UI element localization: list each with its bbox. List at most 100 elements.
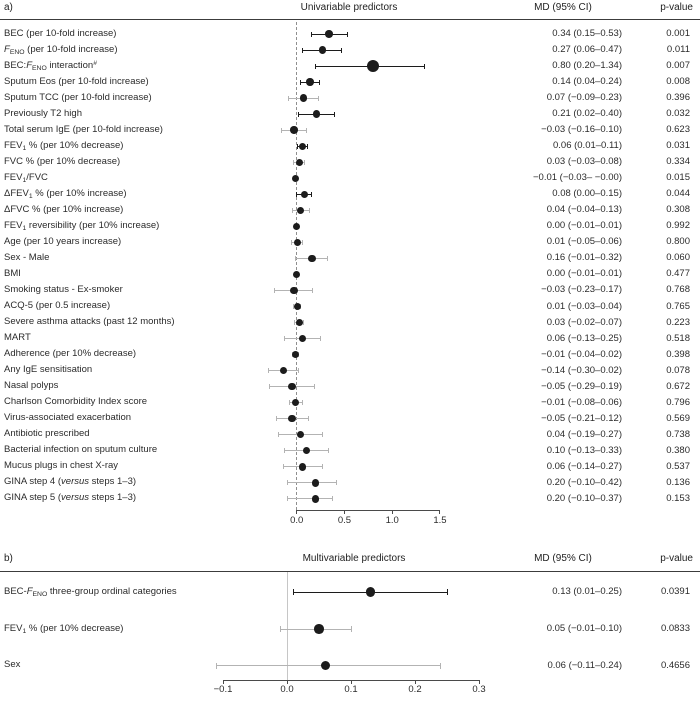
effect-estimate-dot	[293, 222, 301, 231]
row-label: Previously T2 high	[4, 107, 82, 119]
effect-estimate-dot	[320, 660, 331, 671]
ci-cap	[319, 79, 321, 85]
p-value: 0.0833	[660, 623, 690, 634]
ci-cap	[306, 143, 308, 149]
p-value: 0.518	[666, 332, 690, 344]
md-ci-value: 0.20 (−0.10–0.42)	[546, 476, 622, 488]
ci-cap	[276, 416, 278, 422]
x-axis-tick-label: 0.2	[408, 684, 422, 695]
ci-cap	[288, 400, 290, 406]
p-value: 0.031	[666, 140, 690, 152]
md-ci-value: −0.03 (−0.16–0.10)	[541, 124, 622, 136]
md-ci-value: 0.06 (−0.11–0.24)	[547, 659, 622, 671]
ci-cap	[268, 384, 270, 390]
zero-reference-line	[296, 22, 298, 510]
effect-estimate-dot	[290, 126, 298, 134]
p-value: 0.796	[666, 396, 690, 408]
md-ci-value: 0.01 (−0.03–0.04)	[546, 300, 622, 312]
x-axis-tick-label: 0.5	[337, 515, 352, 526]
effect-estimate-dot	[302, 447, 310, 455]
panel-a-title: Univariable predictors	[300, 2, 398, 13]
md-ci-value: −0.14 (−0.30–0.02)	[541, 364, 622, 376]
row-label: Adherence (per 10% decrease)	[4, 348, 137, 360]
effect-estimate-dot	[293, 238, 302, 247]
p-value: 0.4656	[660, 659, 690, 671]
row-label: Mucus plugs in chest X-ray	[4, 460, 119, 472]
md-ci-value: 0.06 (−0.14–0.27)	[546, 460, 622, 472]
panel-a-header-rule	[0, 19, 700, 20]
ci-cap	[280, 626, 282, 632]
ci-cap	[297, 143, 299, 149]
x-axis-tick	[222, 680, 224, 684]
p-value: 0.623	[666, 124, 690, 136]
x-axis-tick-label: 0.0	[290, 515, 304, 526]
x-axis-line	[296, 510, 440, 511]
ci-cap	[326, 255, 328, 261]
md-ci-value: −0.01 (−0.04–0.02)	[541, 348, 622, 360]
effect-estimate-dot	[296, 431, 305, 439]
x-axis-tick	[414, 680, 416, 684]
row-label: Age (per 10 years increase)	[4, 235, 122, 247]
ci-cap	[310, 31, 312, 37]
ci-cap	[301, 239, 303, 245]
ci-cap	[424, 63, 426, 69]
effect-estimate-dot	[298, 142, 307, 150]
p-value: 0.569	[666, 412, 690, 424]
md-ci-value: 0.13 (0.01–0.25)	[552, 586, 622, 597]
p-value: 0.765	[666, 300, 690, 312]
p-value: 0.015	[666, 172, 690, 184]
effect-estimate-dot	[295, 158, 304, 166]
ci-cap	[446, 589, 448, 595]
x-axis-tick	[439, 510, 441, 514]
p-value: 0.0391	[660, 586, 690, 597]
effect-estimate-dot	[312, 479, 320, 487]
md-ci-value: 0.21 (0.02–0.40)	[552, 108, 622, 120]
ci-whisker	[287, 482, 337, 484]
ci-cap	[310, 191, 312, 197]
effect-estimate-dot	[295, 318, 304, 327]
p-value: 0.477	[666, 268, 690, 280]
ci-cap	[287, 95, 289, 101]
panel-a-pvalue-column-header: p-value	[660, 2, 693, 13]
ci-cap	[440, 662, 442, 669]
effect-estimate-dot	[292, 174, 300, 182]
row-label: Sex	[4, 659, 21, 670]
md-ci-value: 0.10 (−0.13–0.33)	[546, 444, 622, 456]
ci-cap	[312, 287, 314, 293]
panel-a-letter: a)	[4, 2, 13, 13]
md-ci-value: 0.14 (0.04–0.24)	[552, 76, 622, 88]
md-ci-value: 0.08 (0.00–0.15)	[552, 188, 622, 200]
row-label: FENO (per 10-fold increase)	[4, 43, 118, 56]
ci-cap	[301, 400, 303, 406]
effect-estimate-dot	[306, 78, 314, 86]
effect-estimate-dot	[300, 190, 309, 198]
x-axis-tick	[286, 680, 288, 684]
p-value: 0.044	[666, 188, 690, 200]
row-label: FEV1 % (per 10% decrease)	[4, 139, 124, 152]
x-axis-tick-label: 0.1	[344, 684, 358, 695]
row-label: Nasal polyps	[4, 380, 59, 392]
x-axis-tick-label: 0.0	[280, 684, 294, 695]
effect-estimate-dot	[293, 270, 301, 279]
row-label: BEC:FENO interaction#	[4, 59, 97, 72]
ci-cap	[298, 111, 300, 117]
ci-cap	[321, 464, 323, 470]
effect-estimate-dot	[366, 59, 380, 73]
md-ci-value: −0.03 (−0.23–0.17)	[541, 284, 622, 296]
panel-b-letter: b)	[4, 553, 13, 564]
row-label: FEV1 reversibility (per 10% increase)	[4, 219, 160, 233]
ci-cap	[346, 31, 348, 37]
row-label: Total serum IgE (per 10-fold increase)	[4, 123, 163, 135]
ci-cap	[216, 662, 218, 669]
row-label: Antibiotic prescribed	[4, 428, 90, 440]
ci-cap	[334, 111, 336, 117]
ci-cap	[350, 626, 352, 632]
x-axis-tick-label: 0.3	[472, 684, 486, 695]
row-label: Sputum Eos (per 10-fold increase)	[4, 75, 149, 87]
ci-whisker	[287, 498, 333, 500]
ci-cap	[321, 432, 323, 438]
ci-cap	[282, 464, 284, 470]
effect-estimate-dot	[365, 587, 375, 597]
